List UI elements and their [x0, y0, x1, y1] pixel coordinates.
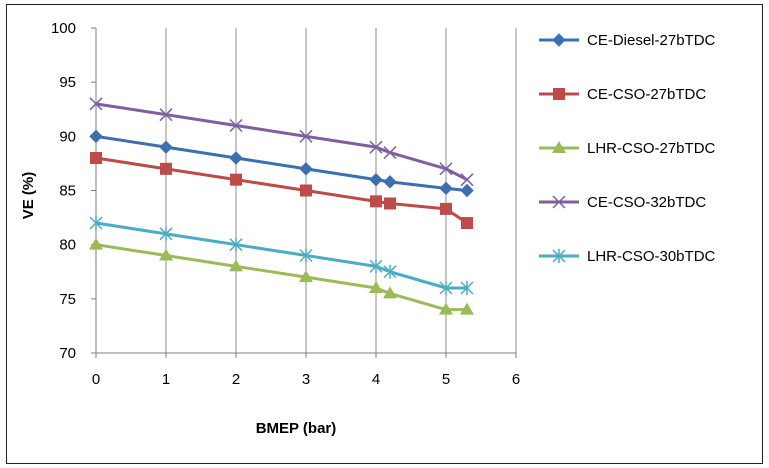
x-tick-label: 6	[512, 371, 520, 388]
data-point	[229, 259, 243, 272]
data-point	[461, 217, 473, 229]
data-point	[229, 237, 243, 252]
data-point	[440, 202, 452, 215]
legend-item-ce-diesel-27btdc: CE-Diesel-27bTDC	[539, 32, 716, 49]
data-point	[383, 146, 397, 160]
data-point	[299, 270, 313, 283]
data-point	[90, 152, 102, 164]
legend-marker	[552, 249, 566, 263]
data-point	[299, 162, 313, 176]
data-point	[159, 226, 173, 241]
y-tick-label: 70	[59, 345, 76, 362]
data-point	[383, 286, 397, 299]
x-tick-label: 4	[372, 371, 380, 388]
y-axis-title: VE (%)	[20, 172, 37, 220]
legend-marker	[552, 195, 566, 209]
y-tick-label: 75	[59, 291, 76, 308]
data-point	[229, 151, 243, 165]
data-point	[384, 197, 396, 210]
legend: CE-Diesel-27bTDC CE-CSO-27bTDC LHR-CSO-27b…	[539, 32, 716, 265]
series-line	[95, 221, 467, 290]
data-point	[369, 259, 383, 274]
data-point	[89, 97, 103, 111]
data-point	[460, 281, 474, 295]
data-point	[299, 248, 313, 263]
series-line	[95, 102, 468, 181]
x-tick-label: 2	[232, 371, 240, 388]
data-point	[383, 175, 397, 189]
y-tick-label: 85	[59, 183, 76, 200]
data-point	[230, 173, 242, 186]
data-point	[159, 248, 173, 261]
data-point	[383, 264, 397, 279]
legend-label: CE-CSO-27bTDC	[587, 86, 706, 103]
x-tick-label: 5	[442, 371, 450, 388]
y-tick-label: 100	[51, 20, 76, 37]
legend-marker	[552, 33, 566, 47]
legend-label: LHR-CSO-30bTDC	[587, 248, 716, 265]
y-tick-label: 80	[59, 237, 76, 254]
series-layer	[89, 97, 474, 315]
legend-item-ce-cso-32btdc: CE-CSO-32bTDC	[539, 194, 706, 211]
legend-item-lhr-cso-30btdc: LHR-CSO-30bTDC	[539, 248, 716, 265]
data-point	[460, 302, 474, 315]
data-point	[439, 281, 453, 295]
data-point	[439, 162, 453, 176]
legend-marker	[552, 141, 566, 153]
series-ce-diesel-27btdc	[89, 129, 474, 198]
series-ce-cso-27btdc	[90, 152, 473, 229]
y-tick-label: 90	[59, 128, 76, 145]
data-point	[370, 195, 382, 208]
tick-labels: 0 1 2 3 4 5 6 70 75 80 85 90 95 100	[51, 20, 520, 388]
legend-label: CE-CSO-32bTDC	[587, 194, 706, 211]
legend-label: LHR-CSO-27bTDC	[587, 140, 716, 157]
legend-label: CE-Diesel-27bTDC	[587, 32, 716, 49]
chart-frame: 0 1 2 3 4 5 6 70 75 80 85 90 95 100 CE-Diesel-27bTDC C…	[6, 4, 763, 464]
data-point	[160, 162, 172, 175]
series-lhr-cso-30btdc	[89, 216, 474, 295]
data-point	[300, 184, 312, 197]
data-point	[439, 302, 453, 315]
x-tick-label: 1	[162, 371, 170, 388]
legend-marker	[553, 88, 565, 100]
data-point	[439, 181, 453, 196]
series-line	[95, 134, 468, 192]
x-axis-title: BMEP (bar)	[256, 420, 337, 437]
legend-item-lhr-cso-27btdc: LHR-CSO-27bTDC	[539, 140, 716, 157]
data-point	[369, 281, 383, 293]
series-ce-cso-32btdc	[89, 97, 474, 187]
x-tick-label: 3	[302, 371, 310, 388]
data-point	[89, 216, 103, 230]
data-point	[159, 140, 173, 154]
y-tick-label: 95	[59, 74, 76, 91]
data-point	[89, 237, 103, 250]
series-lhr-cso-27btdc	[89, 237, 474, 315]
data-point	[369, 172, 383, 187]
data-point	[369, 140, 383, 154]
data-point	[159, 108, 173, 122]
series-line	[95, 156, 468, 225]
x-tick-label: 0	[92, 371, 100, 388]
legend-item-ce-cso-27btdc: CE-CSO-27bTDC	[539, 86, 706, 103]
data-point	[460, 173, 474, 187]
data-point	[89, 129, 103, 144]
data-point	[299, 129, 313, 143]
series-line	[95, 243, 467, 312]
data-point	[460, 183, 474, 198]
data-point	[229, 118, 243, 133]
